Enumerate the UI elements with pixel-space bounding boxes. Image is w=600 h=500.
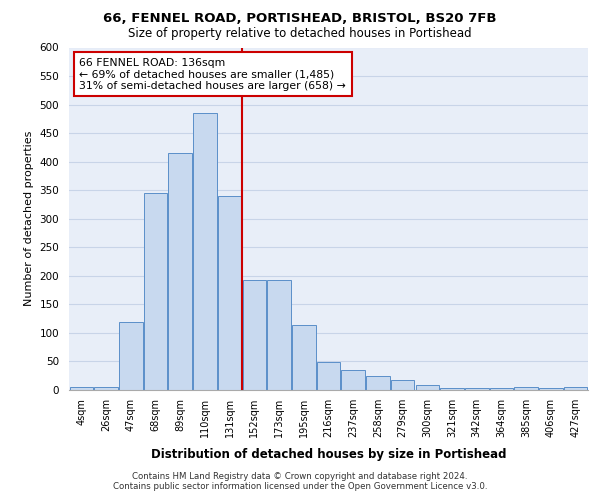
Y-axis label: Number of detached properties: Number of detached properties [24,131,34,306]
Bar [341,370,365,390]
Bar [539,388,563,390]
Bar [514,387,538,390]
Bar [366,376,389,390]
Bar [193,113,217,390]
Text: Contains HM Land Registry data © Crown copyright and database right 2024.: Contains HM Land Registry data © Crown c… [132,472,468,481]
Bar [391,380,415,390]
Text: 66 FENNEL ROAD: 136sqm
← 69% of detached houses are smaller (1,485)
31% of semi-: 66 FENNEL ROAD: 136sqm ← 69% of detached… [79,58,346,91]
Bar [490,388,513,390]
X-axis label: Distribution of detached houses by size in Portishead: Distribution of detached houses by size … [151,448,506,461]
Bar [465,388,488,390]
Bar [119,322,143,390]
Bar [144,193,167,390]
Bar [218,196,241,390]
Bar [317,362,340,390]
Bar [440,388,464,390]
Bar [416,386,439,390]
Bar [242,280,266,390]
Text: Size of property relative to detached houses in Portishead: Size of property relative to detached ho… [128,28,472,40]
Bar [292,326,316,390]
Bar [268,280,291,390]
Bar [169,153,192,390]
Text: 66, FENNEL ROAD, PORTISHEAD, BRISTOL, BS20 7FB: 66, FENNEL ROAD, PORTISHEAD, BRISTOL, BS… [103,12,497,26]
Bar [564,387,587,390]
Text: Contains public sector information licensed under the Open Government Licence v3: Contains public sector information licen… [113,482,487,491]
Bar [94,387,118,390]
Bar [70,387,93,390]
